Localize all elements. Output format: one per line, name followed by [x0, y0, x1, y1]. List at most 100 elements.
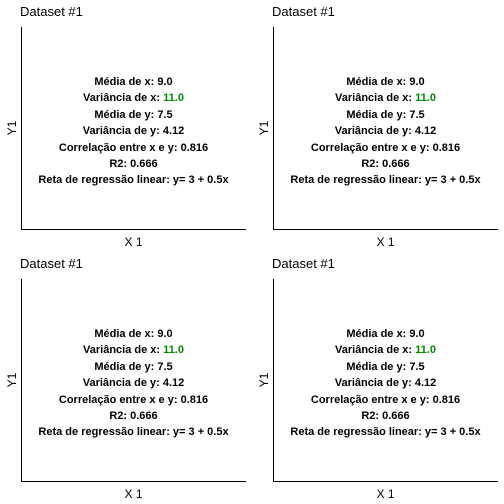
mean-y-label: Média de y:	[346, 108, 407, 121]
correlation-stat: Correlação entre x e y: 0.816	[21, 392, 246, 408]
mean-y-label: Média de y:	[94, 360, 155, 373]
x-axis-label: X 1	[376, 487, 395, 501]
correlation-label: Correlação entre x e y:	[58, 141, 178, 154]
r2-label: R2:	[361, 410, 380, 423]
r2-value: 0.666	[382, 410, 410, 423]
r2-label: R2:	[109, 410, 128, 423]
mean-x-value: 9.0	[157, 328, 173, 340]
regression-stat: Reta de regressão linear: y= 3 + 0.5x	[21, 172, 246, 188]
mean-x-value: 9.0	[409, 76, 425, 88]
var-y-stat: Variância de y: 4.12	[273, 123, 498, 139]
mean-x-stat: Média de x: 9.0	[21, 74, 246, 90]
var-x-value: 11.0	[415, 92, 436, 105]
var-x-stat: Variância de x: 11.0	[273, 90, 498, 106]
regression-value: y= 3 + 0.5x	[172, 426, 229, 439]
chart-panel-3: Dataset #1 Y1 X 1 Média de x: 9.0 Variân…	[0, 252, 252, 504]
mean-y-value: 7.5	[409, 360, 425, 373]
plot-area	[21, 27, 246, 230]
var-x-value: 11.0	[163, 92, 184, 105]
x-axis-label: X 1	[376, 235, 395, 249]
var-y-stat: Variância de y: 4.12	[273, 375, 498, 391]
y-axis-label: Y1	[5, 372, 19, 388]
regression-label: Reta de regressão linear:	[38, 174, 170, 187]
mean-x-label: Média de x:	[346, 328, 407, 340]
r2-stat: R2: 0.666	[21, 156, 246, 172]
chart-title: Dataset #1	[272, 256, 335, 271]
plot-area	[273, 279, 498, 482]
r2-label: R2:	[109, 158, 128, 171]
stats-annotation: Média de x: 9.0 Variância de x: 11.0 Méd…	[273, 74, 498, 189]
mean-y-stat: Média de y: 7.5	[273, 107, 498, 123]
correlation-value: 0.816	[432, 141, 461, 154]
regression-label: Reta de regressão linear:	[290, 426, 422, 439]
regression-value: y= 3 + 0.5x	[172, 174, 229, 187]
var-x-stat: Variância de x: 11.0	[21, 342, 246, 358]
var-y-label: Variância de y:	[334, 377, 412, 390]
chart-title: Dataset #1	[272, 4, 335, 19]
mean-x-value: 9.0	[409, 328, 425, 340]
mean-y-value: 7.5	[157, 108, 173, 121]
mean-y-value: 7.5	[409, 108, 425, 121]
y-axis-label: Y1	[257, 372, 271, 388]
stats-annotation: Média de x: 9.0 Variância de x: 11.0 Méd…	[21, 74, 246, 189]
var-y-value: 4.12	[162, 377, 185, 390]
y-axis-label: Y1	[5, 120, 19, 136]
var-x-stat: Variância de x: 11.0	[21, 90, 246, 106]
chart-title: Dataset #1	[20, 256, 83, 271]
regression-value: y= 3 + 0.5x	[424, 426, 481, 439]
var-x-label: Variância de x:	[335, 92, 413, 105]
mean-y-label: Média de y:	[346, 360, 407, 373]
r2-stat: R2: 0.666	[21, 408, 246, 424]
var-y-label: Variância de y:	[82, 125, 160, 138]
mean-y-value: 7.5	[157, 360, 173, 373]
chart-panel-1: Dataset #1 Y1 X 1 Média de x: 9.0 Variân…	[0, 0, 252, 252]
r2-stat: R2: 0.666	[273, 408, 498, 424]
regression-stat: Reta de regressão linear: y= 3 + 0.5x	[21, 424, 246, 440]
r2-value: 0.666	[130, 410, 158, 423]
var-y-value: 4.12	[414, 125, 437, 138]
var-x-label: Variância de x:	[83, 344, 161, 357]
var-y-value: 4.12	[414, 377, 437, 390]
mean-y-label: Média de y:	[94, 108, 155, 121]
correlation-stat: Correlação entre x e y: 0.816	[273, 392, 498, 408]
mean-x-stat: Média de x: 9.0	[21, 326, 246, 342]
var-y-stat: Variância de y: 4.12	[21, 375, 246, 391]
var-y-label: Variância de y:	[82, 377, 160, 390]
stats-annotation: Média de x: 9.0 Variância de x: 11.0 Méd…	[21, 326, 246, 441]
regression-stat: Reta de regressão linear: y= 3 + 0.5x	[273, 424, 498, 440]
mean-x-label: Média de x:	[94, 76, 155, 88]
correlation-stat: Correlação entre x e y: 0.816	[21, 140, 246, 156]
var-y-label: Variância de y:	[334, 125, 412, 138]
r2-label: R2:	[361, 158, 380, 171]
correlation-label: Correlação entre x e y:	[310, 393, 430, 406]
var-x-value: 11.0	[163, 344, 184, 357]
x-axis-label: X 1	[124, 235, 143, 249]
correlation-stat: Correlação entre x e y: 0.816	[273, 140, 498, 156]
var-y-value: 4.12	[162, 125, 185, 138]
y-axis-label: Y1	[257, 120, 271, 136]
mean-x-stat: Média de x: 9.0	[273, 326, 498, 342]
r2-stat: R2: 0.666	[273, 156, 498, 172]
x-axis-label: X 1	[124, 487, 143, 501]
mean-x-label: Média de x:	[94, 328, 155, 340]
correlation-value: 0.816	[432, 393, 461, 406]
chart-title: Dataset #1	[20, 4, 83, 19]
var-x-value: 11.0	[415, 344, 436, 357]
mean-y-stat: Média de y: 7.5	[21, 359, 246, 375]
r2-value: 0.666	[382, 158, 410, 171]
chart-panel-4: Dataset #1 Y1 X 1 Média de x: 9.0 Variân…	[252, 252, 504, 504]
plot-area	[273, 27, 498, 230]
regression-label: Reta de regressão linear:	[38, 426, 170, 439]
var-x-label: Variância de x:	[83, 92, 161, 105]
correlation-label: Correlação entre x e y:	[310, 141, 430, 154]
mean-y-stat: Média de y: 7.5	[21, 107, 246, 123]
mean-x-label: Média de x:	[346, 76, 407, 88]
var-x-stat: Variância de x: 11.0	[273, 342, 498, 358]
mean-y-stat: Média de y: 7.5	[273, 359, 498, 375]
stats-annotation: Média de x: 9.0 Variância de x: 11.0 Méd…	[273, 326, 498, 441]
correlation-label: Correlação entre x e y:	[58, 393, 178, 406]
regression-stat: Reta de regressão linear: y= 3 + 0.5x	[273, 172, 498, 188]
plot-area	[21, 279, 246, 482]
correlation-value: 0.816	[180, 393, 209, 406]
regression-label: Reta de regressão linear:	[290, 174, 422, 187]
